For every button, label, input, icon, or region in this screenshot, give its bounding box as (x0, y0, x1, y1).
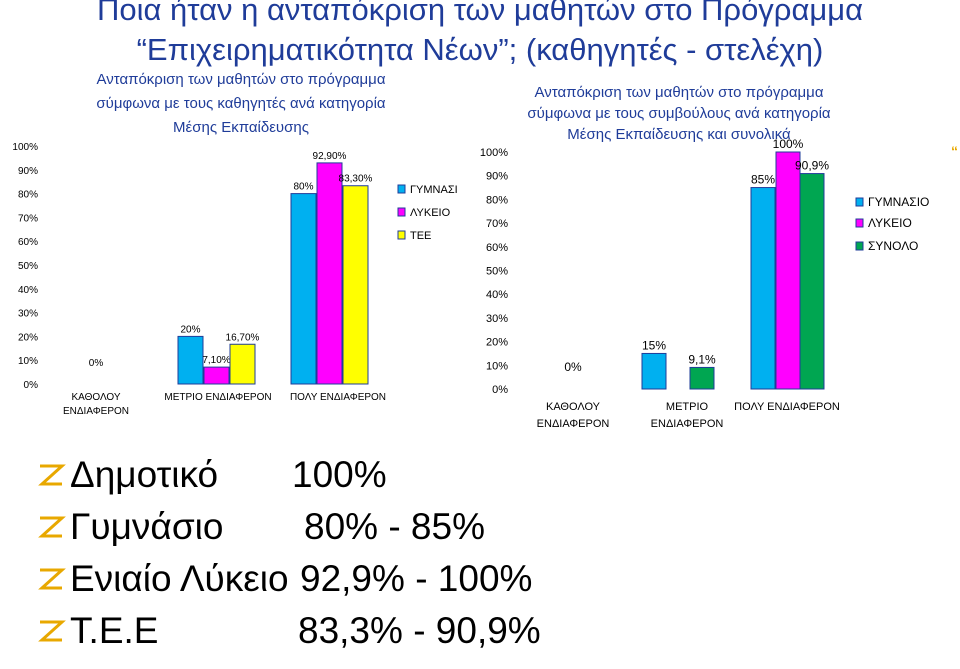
slide-title-line2: “Επιχειρηματικότητα Νέων”; (καθηγητές - … (136, 32, 824, 67)
bar (229, 343, 256, 385)
slide-title-line1: Ποια ήταν η ανταπόκριση των μαθητών στο … (96, 0, 864, 27)
summary-item-lyceum: Ενιαίο Λύκειο 92,9% - 100% (36, 556, 636, 602)
x-category-label: ΜΕΤΡΙΟ (666, 401, 709, 413)
data-label: 85% (751, 173, 775, 187)
y-tick-label: 50% (18, 261, 38, 272)
legend-label: ΤΕΕ (410, 230, 431, 242)
bar (775, 151, 801, 390)
y-tick-label: 20% (486, 337, 508, 349)
summary-label: Γυμνάσιο (70, 506, 224, 547)
summary-label: Δημοτικό (70, 454, 219, 495)
y-tick-label: 20% (18, 332, 38, 343)
x-category-label: ΕΝΔΙΑΦΕΡΟΝ (63, 406, 129, 417)
y-tick-label: 0% (24, 380, 39, 391)
chart-title-line: σύμφωνα με τους καθηγητές ανά κατηγορία (96, 95, 386, 112)
legend-label: ΣΥΝΟΛΟ (868, 239, 918, 253)
charts-canvas: Ανταπόκριση των μαθητών στο πρόγραμμα σύμ… (12, 71, 958, 430)
legend-swatch (855, 241, 864, 251)
bar (641, 352, 667, 390)
x-category-label: ΚΑΘΟΛΟΥ (546, 401, 601, 413)
z-bullet-icon (38, 568, 66, 590)
chart-title-line: σύμφωνα με τους συμβούλους ανά κατηγορία (527, 105, 830, 122)
y-tick-label: 70% (18, 213, 38, 224)
z-bullet-icon (38, 620, 66, 642)
legend-swatch (397, 207, 406, 217)
y-tick-label: 100% (12, 142, 38, 153)
bar (342, 185, 369, 385)
bar (750, 187, 776, 390)
chart-title-line: Ανταπόκριση των μαθητών στο πρόγραμμα (97, 71, 386, 88)
y-tick-label: 10% (486, 360, 508, 372)
legend-swatch (397, 230, 406, 240)
summary-item-tee: Τ.Ε.Ε 83,3% - 90,9% (36, 608, 636, 654)
chart-title-line: Μέσης Εκπαίδευσης και συνολικά (567, 126, 791, 143)
summary-item-gymnasium: Γυμνάσιο 80% - 85% (36, 504, 636, 550)
y-tick-label: 100% (480, 147, 508, 159)
data-label: 15% (642, 338, 666, 352)
legend-swatch (855, 197, 864, 207)
bar (203, 366, 230, 385)
data-label: 9,1% (688, 352, 716, 366)
y-tick-label: 90% (18, 166, 38, 177)
bar (316, 162, 343, 385)
summary-value: 80% - 85% (304, 506, 485, 547)
bar (799, 173, 825, 390)
z-bullet-icon (38, 464, 66, 486)
summary-item-primary: Δημοτικό 100% (36, 452, 636, 498)
y-tick-label: 60% (486, 242, 508, 254)
data-label: 16,70% (226, 332, 260, 343)
x-category-label: ΕΝΔΙΑΦΕΡΟΝ (537, 418, 610, 430)
y-tick-label: 90% (486, 171, 508, 183)
x-category-label: ΠΟΛΥ ΕΝΔΙΑΦΕΡΟΝ (290, 392, 386, 403)
y-tick-label: 30% (486, 313, 508, 325)
y-tick-label: 70% (486, 218, 508, 230)
y-tick-label: 10% (18, 356, 38, 367)
data-label: 80% (293, 182, 313, 193)
data-label: 92,90% (313, 151, 347, 162)
summary-value: 83,3% - 90,9% (298, 610, 541, 651)
bar (689, 366, 715, 390)
y-tick-label: 80% (18, 190, 38, 201)
data-label: 100% (773, 137, 804, 151)
summary-label: Τ.Ε.Ε (70, 610, 159, 651)
z-bullet-icon (38, 516, 66, 538)
chart-title-line: Ανταπόκριση των μαθητών στο πρόγραμμα (535, 84, 824, 101)
y-tick-label: 80% (486, 194, 508, 206)
x-category-label: ΚΑΘΟΛΟΥ (71, 392, 120, 403)
summary-label: Ενιαίο Λύκειο (70, 558, 289, 599)
bar (177, 335, 204, 385)
data-label: 0% (564, 360, 582, 374)
legend-label: ΛΥΚΕΙΟ (868, 216, 912, 230)
y-tick-label: 40% (486, 289, 508, 301)
x-category-label: ΜΕΤΡΙΟ ΕΝΔΙΑΦΕΡΟΝ (164, 392, 271, 403)
data-label: 20% (180, 324, 200, 335)
data-label: 83,30% (339, 174, 373, 185)
edge-quote-mark: “ (951, 143, 958, 159)
x-category-label: ΠΟΛΥ ΕΝΔΙΑΦΕΡΟΝ (734, 401, 840, 413)
x-category-label: ΕΝΔΙΑΦΕΡΟΝ (651, 418, 724, 430)
legend-label: ΛΥΚΕΙΟ (410, 207, 451, 219)
bar (290, 193, 317, 385)
y-tick-label: 30% (18, 309, 38, 320)
y-tick-label: 50% (486, 266, 508, 278)
legend-swatch (855, 218, 864, 228)
y-tick-label: 0% (492, 384, 508, 396)
data-label: 0% (89, 358, 104, 369)
y-tick-label: 60% (18, 237, 38, 248)
summary-value: 100% (292, 454, 387, 495)
legend-label: ΓΥΜΝΑΣΙΟ (868, 195, 929, 209)
legend-swatch (397, 184, 406, 194)
chart-title-line: Μέσης Εκπαίδευσης (173, 119, 309, 136)
summary-value: 92,9% - 100% (300, 558, 533, 599)
y-tick-label: 40% (18, 285, 38, 296)
data-label: 90,9% (795, 159, 829, 173)
data-label: 7,10% (202, 355, 230, 366)
legend-label: ΓΥΜΝΑΣΙΟ (410, 184, 467, 196)
